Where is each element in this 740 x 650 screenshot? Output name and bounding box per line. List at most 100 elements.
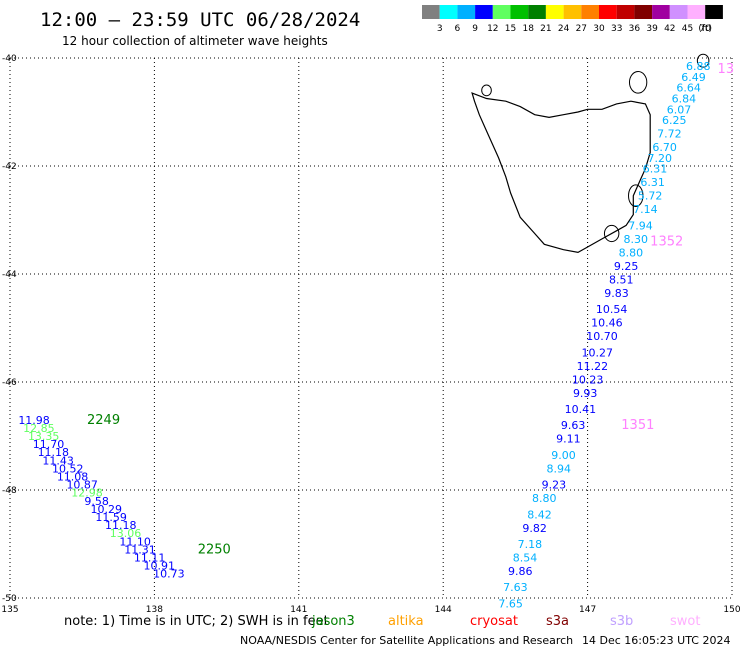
colorbar-label: 36 bbox=[629, 24, 641, 34]
pass-number-label: 2249 bbox=[87, 413, 120, 428]
wave-height-value: 7.63 bbox=[503, 581, 528, 594]
colorbar-swatch bbox=[705, 5, 723, 19]
wave-height-value: 13.35 bbox=[28, 430, 60, 443]
map-tick-labels: 135 138 141 144 147 150 -40 -42 -44 -46 -48 -50 bbox=[1, 54, 740, 615]
colorbar-legend: 3 6 9 12 15 18 21 24 27 30 33 36 39 42 45 70(ft) bbox=[422, 5, 723, 34]
colorbar-label: 9 bbox=[472, 24, 478, 34]
pass-number-label: 2250 bbox=[198, 542, 231, 557]
satellite-legend-s3b: s3b bbox=[610, 614, 633, 629]
tasmania-coastline bbox=[471, 53, 710, 254]
colorbar-swatch bbox=[510, 5, 529, 19]
colorbar-swatch bbox=[687, 5, 706, 19]
wave-height-value: 10.27 bbox=[581, 346, 613, 359]
wave-height-value: 9.11 bbox=[556, 433, 581, 446]
colorbar-swatch bbox=[545, 5, 564, 19]
wave-height-value: 6.31 bbox=[640, 176, 665, 189]
colorbar-label: 24 bbox=[558, 24, 570, 34]
wave-height-value: 6.25 bbox=[662, 114, 687, 127]
satellite-legend-jason3: jason3 bbox=[311, 614, 355, 629]
wave-height-value: 6.64 bbox=[676, 82, 701, 95]
wave-height-value: 10.91 bbox=[143, 560, 175, 573]
lat-tick-label: -46 bbox=[2, 378, 17, 388]
colorbar-label: 12 bbox=[487, 24, 498, 34]
colorbar-label: 33 bbox=[611, 24, 622, 34]
wave-height-value: 11.98 bbox=[18, 414, 50, 427]
satellite-legend-s3a: s3a bbox=[546, 614, 569, 629]
wave-height-value: 8.94 bbox=[546, 462, 571, 475]
lon-tick-label: 150 bbox=[723, 605, 740, 615]
wave-height-value: 9.23 bbox=[542, 479, 567, 492]
lat-tick-label: -42 bbox=[2, 162, 17, 172]
wave-height-value: 11.11 bbox=[134, 552, 166, 565]
colorbar-swatch bbox=[669, 5, 688, 19]
wave-height-value: 6.70 bbox=[652, 141, 677, 154]
lat-tick-label: -48 bbox=[2, 486, 17, 496]
wave-height-value: 10.54 bbox=[596, 303, 628, 316]
colorbar-swatch bbox=[422, 5, 440, 19]
island-outline bbox=[628, 71, 648, 94]
page-title: 12:00 – 23:59 UTC 06/28/2024 bbox=[40, 9, 360, 31]
island-outline bbox=[628, 184, 644, 207]
wave-height-value: 8.42 bbox=[527, 508, 552, 521]
colorbar-label: 39 bbox=[646, 24, 658, 34]
colorbar-swatch bbox=[528, 5, 546, 19]
pass-number-label: 1351 bbox=[621, 418, 654, 433]
lon-tick-label: 141 bbox=[290, 605, 307, 615]
wave-height-value: 12.85 bbox=[23, 422, 55, 435]
colorbar-label: (ft) bbox=[698, 24, 712, 34]
colorbar-label: 15 bbox=[505, 24, 516, 34]
wave-height-value: 7.94 bbox=[628, 219, 653, 232]
satellite-legend-swot: swot bbox=[670, 614, 700, 629]
wave-height-value: 6.07 bbox=[667, 103, 692, 116]
wave-height-value: 10.73 bbox=[153, 568, 185, 581]
pass-number-label: 13 bbox=[718, 62, 735, 77]
wave-height-value: 13.06 bbox=[110, 527, 142, 540]
lat-tick-label: -50 bbox=[2, 594, 17, 604]
colorbar-label: 42 bbox=[664, 24, 675, 34]
wave-height-value: 9.00 bbox=[551, 449, 576, 462]
wave-height-value: 7.72 bbox=[657, 128, 682, 141]
colorbar-swatch bbox=[457, 5, 476, 19]
colorbar-label: 18 bbox=[522, 24, 534, 34]
lat-tick-label: -40 bbox=[2, 54, 17, 64]
wave-height-value: 9.83 bbox=[604, 287, 629, 300]
wave-height-value: 9.63 bbox=[561, 419, 586, 432]
colorbar-label: 70 bbox=[699, 24, 711, 34]
colorbar-label: 30 bbox=[593, 24, 605, 34]
colorbar-swatch bbox=[581, 5, 599, 19]
wave-height-value: 9.25 bbox=[614, 260, 639, 273]
wave-height-value: 9.86 bbox=[508, 565, 533, 578]
colorbar-swatch bbox=[616, 5, 635, 19]
colorbar-swatch bbox=[475, 5, 493, 19]
colorbar-label: 3 bbox=[437, 24, 443, 34]
wave-height-value: 10.70 bbox=[586, 330, 618, 343]
wave-height-value: 11.08 bbox=[57, 471, 89, 484]
wave-height-value: 9.58 bbox=[84, 495, 109, 508]
wave-height-value: 11.18 bbox=[105, 519, 137, 532]
tasmania-outline bbox=[471, 92, 651, 254]
colorbar-swatch bbox=[599, 5, 617, 19]
wave-height-value: 11.31 bbox=[124, 543, 156, 556]
wave-height-value: 6.84 bbox=[672, 93, 697, 106]
wave-height-value: 7.20 bbox=[648, 152, 673, 165]
wave-height-value: 11.70 bbox=[33, 438, 65, 451]
wave-height-value: 8.80 bbox=[532, 492, 557, 505]
satellite-legend-altika: altika bbox=[388, 614, 424, 629]
colorbar-swatch bbox=[439, 5, 458, 19]
wave-height-value: 10.41 bbox=[565, 403, 597, 416]
timestamp-text: 14 Dec 16:05:23 UTC 2024 bbox=[582, 634, 730, 647]
altimeter-tracks: 11.9812.8513.3511.7011.1811.4310.5211.08… bbox=[18, 60, 710, 610]
footer-note: note: 1) Time is in UTC; 2) SWH is in fe… bbox=[64, 614, 700, 629]
lat-tick-label: -44 bbox=[2, 270, 17, 280]
wave-height-value: 10.46 bbox=[591, 317, 623, 330]
wave-height-value: 10.23 bbox=[572, 373, 604, 386]
wave-height-value: 10.52 bbox=[52, 462, 84, 475]
satellite-legend-cryosat: cryosat bbox=[470, 614, 518, 629]
pass-labels: 2249 2250 1352 1351 13 bbox=[87, 62, 734, 558]
wave-height-value: 7.18 bbox=[518, 538, 543, 551]
wave-height-value: 8.51 bbox=[609, 273, 634, 286]
wave-height-value: 11.18 bbox=[38, 446, 70, 459]
wave-height-value: 11.10 bbox=[119, 535, 151, 548]
